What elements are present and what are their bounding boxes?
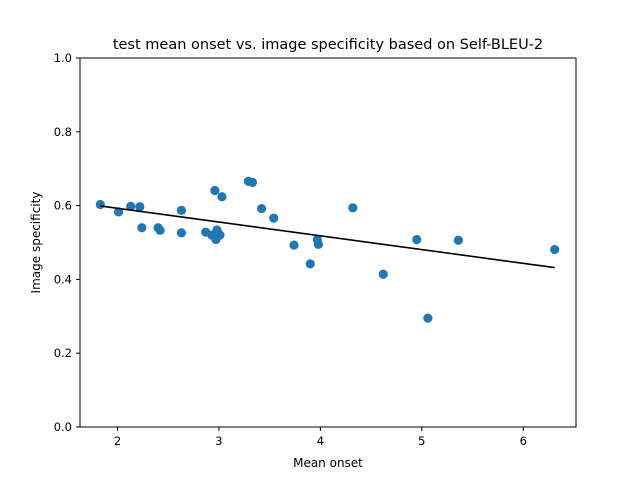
- data-point: [348, 203, 358, 213]
- data-point: [176, 205, 187, 215]
- data-point: [256, 203, 267, 214]
- x-tick-label: 5: [418, 434, 425, 448]
- data-point: [135, 202, 145, 212]
- y-tick-label: 0.4: [54, 272, 72, 286]
- y-tick-label: 0.0: [54, 420, 72, 434]
- data-point: [95, 199, 105, 210]
- data-point: [269, 213, 279, 223]
- y-tick-label: 0.8: [54, 125, 72, 139]
- data-point: [289, 240, 299, 250]
- x-tick-label: 2: [114, 434, 121, 448]
- y-tick-label: 1.0: [54, 51, 72, 65]
- data-point: [113, 207, 124, 217]
- data-point: [453, 235, 463, 245]
- x-axis-label: Mean onset: [293, 456, 363, 470]
- x-tick-label: 6: [520, 434, 527, 448]
- data-point: [155, 225, 165, 235]
- regression-line: [100, 205, 555, 269]
- data-point: [423, 313, 433, 323]
- y-tick-label: 0.6: [54, 199, 72, 213]
- axes-frame: [79, 57, 577, 428]
- plot-area: [95, 176, 560, 323]
- data-point: [412, 234, 422, 245]
- data-point: [210, 185, 220, 196]
- data-point: [176, 228, 187, 238]
- data-point: [247, 177, 258, 187]
- data-point: [217, 192, 227, 202]
- data-point: [137, 223, 147, 233]
- chart-title: test mean onset vs. image specificity ba…: [113, 37, 543, 53]
- data-point: [126, 201, 136, 211]
- y-tick-label: 0.2: [54, 346, 72, 360]
- x-tick-label: 3: [215, 434, 222, 448]
- data-point: [550, 244, 560, 255]
- y-axis-label: Image specificity: [29, 192, 43, 294]
- x-tick-label: 4: [317, 434, 324, 448]
- data-point: [378, 269, 388, 279]
- data-point: [215, 230, 225, 240]
- data-point: [305, 259, 315, 269]
- data-point: [313, 239, 323, 249]
- axis-ticks: 2 3 4 5 6 0.0 0.2 0.4 0.6 0.8 1.0: [54, 51, 527, 448]
